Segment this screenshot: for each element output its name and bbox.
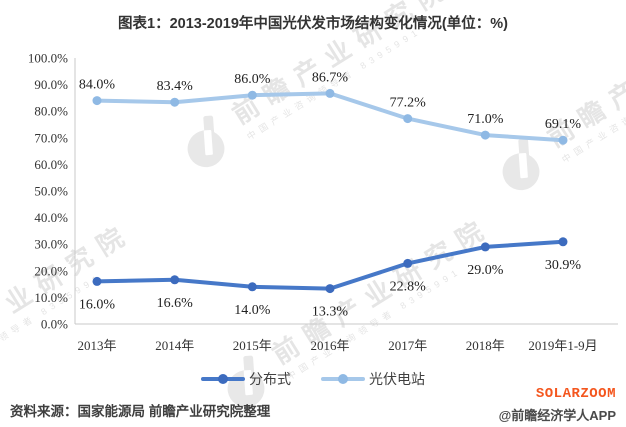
svg-text:16.0%: 16.0%	[79, 297, 116, 312]
svg-text:84.0%: 84.0%	[79, 78, 116, 93]
legend-line-marker-swatch	[201, 374, 245, 384]
svg-text:71.0%: 71.0%	[467, 112, 504, 127]
legend: 分布式 光伏电站	[0, 369, 626, 389]
legend-label: 分布式	[249, 373, 291, 388]
svg-text:90.0%: 90.0%	[34, 77, 68, 92]
svg-text:2018年: 2018年	[466, 338, 505, 353]
svg-text:86.7%: 86.7%	[312, 70, 349, 85]
svg-text:86.0%: 86.0%	[234, 72, 271, 87]
footer-credit: @前瞻经济学人APP	[498, 408, 616, 423]
legend-item: 分布式	[201, 369, 291, 389]
svg-text:30.0%: 30.0%	[34, 237, 68, 252]
legend-line-marker-swatch	[321, 374, 365, 384]
svg-text:22.8%: 22.8%	[390, 279, 427, 294]
svg-text:2017年: 2017年	[388, 338, 427, 353]
legend-label: 光伏电站	[369, 373, 425, 388]
legend-item: 光伏电站	[321, 369, 425, 389]
svg-text:77.2%: 77.2%	[390, 96, 427, 111]
svg-text:16.6%: 16.6%	[157, 296, 194, 311]
solarzoom-logo: SOLARZOOM	[535, 386, 616, 402]
svg-text:0.0%: 0.0%	[41, 317, 68, 332]
svg-text:20.0%: 20.0%	[34, 263, 68, 278]
svg-text:60.0%: 60.0%	[34, 157, 68, 172]
svg-text:10.0%: 10.0%	[34, 290, 68, 305]
chart-title: 图表1：2013-2019年中国光伏发市场结构变化情况(单位：%)	[118, 16, 508, 32]
svg-text:2019年1-9月: 2019年1-9月	[528, 338, 597, 353]
svg-text:13.3%: 13.3%	[312, 305, 349, 320]
svg-text:30.9%: 30.9%	[545, 258, 582, 273]
svg-text:80.0%: 80.0%	[34, 104, 68, 119]
svg-text:29.0%: 29.0%	[467, 263, 504, 278]
svg-text:2014年: 2014年	[155, 338, 194, 353]
svg-text:40.0%: 40.0%	[34, 210, 68, 225]
svg-text:70.0%: 70.0%	[34, 130, 68, 145]
svg-text:50.0%: 50.0%	[34, 184, 68, 199]
svg-text:2015年: 2015年	[233, 338, 272, 353]
svg-text:2013年: 2013年	[77, 338, 116, 353]
svg-text:69.1%: 69.1%	[545, 117, 582, 132]
source-note: 资料来源：国家能源局 前瞻产业研究院整理	[10, 404, 271, 419]
svg-text:2016年: 2016年	[310, 338, 349, 353]
svg-text:83.4%: 83.4%	[157, 79, 194, 94]
svg-text:14.0%: 14.0%	[234, 303, 271, 318]
svg-text:100.0%: 100.0%	[28, 51, 68, 66]
